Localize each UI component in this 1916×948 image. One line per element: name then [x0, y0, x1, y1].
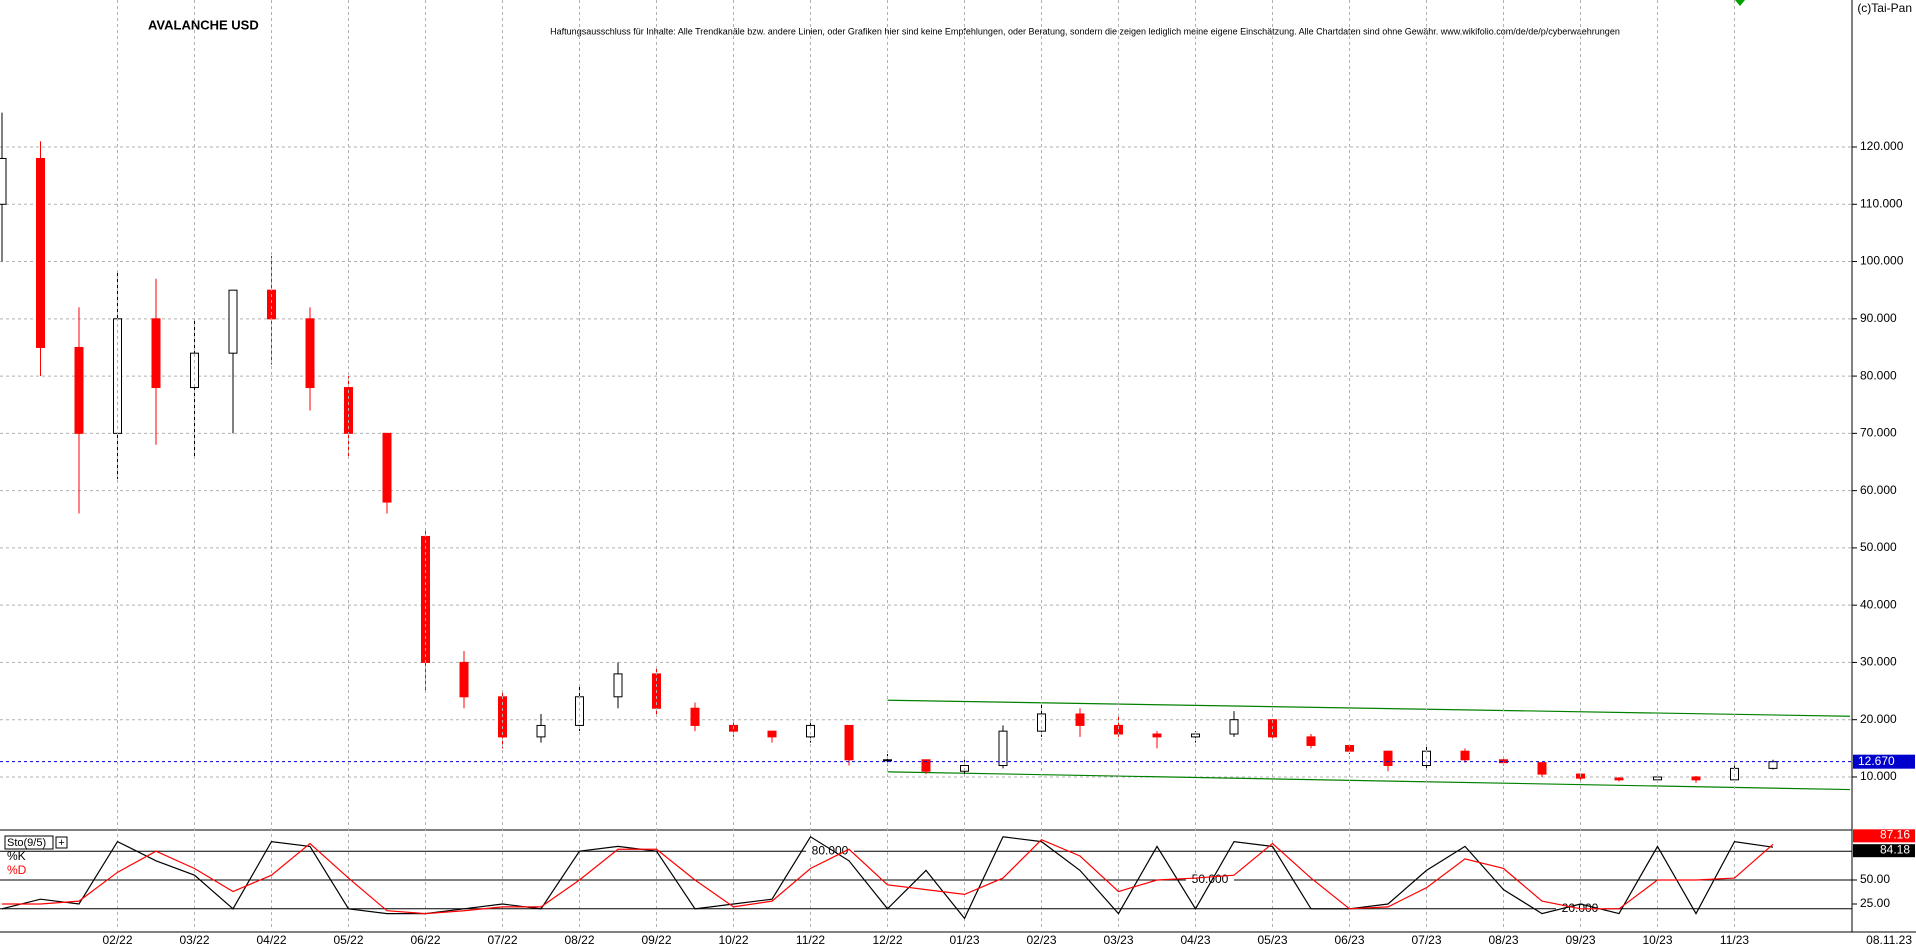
- y-tick-label: 110.000: [1860, 196, 1903, 210]
- expand-button[interactable]: [55, 836, 68, 849]
- stoch-line: [1, 835, 1774, 920]
- y-tick-label: 30.000: [1860, 655, 1897, 669]
- candle-body: [844, 724, 854, 761]
- level-label: 20.000: [1562, 901, 1599, 915]
- candle-body: [228, 289, 238, 354]
- x-tick-label: 07/23: [1411, 933, 1441, 947]
- x-tick-label: 10/22: [718, 933, 748, 947]
- candle-body: [690, 707, 700, 726]
- y-tick-label: 25.00: [1860, 896, 1890, 910]
- y-tick-label: 90.000: [1860, 311, 1897, 325]
- x-tick-label: 05/23: [1257, 933, 1287, 947]
- candle-body: [767, 730, 777, 738]
- level-label: 80.000: [812, 843, 849, 857]
- x-tick-label: 09/22: [641, 933, 671, 947]
- x-tick-label: 06/22: [410, 933, 440, 947]
- x-tick-label: 02/22: [102, 933, 132, 947]
- last-price-box: [1853, 754, 1915, 769]
- candle-body: [459, 661, 469, 698]
- last-price-label: 12.670: [1858, 754, 1895, 768]
- candle-body: [151, 318, 161, 389]
- y-tick-label: 100.000: [1860, 254, 1904, 268]
- level-label-bg: [1186, 874, 1234, 886]
- trend-line: [887, 771, 1851, 791]
- arrow-icon: [1735, 0, 1745, 6]
- candle-body: [1768, 761, 1778, 769]
- indicator-box: [4, 835, 54, 850]
- candle-body: [1306, 736, 1316, 746]
- x-tick-label: 01/23: [949, 933, 979, 947]
- candle-body: [806, 724, 815, 738]
- disclaimer: Haftungsausschluss für Inhalte: Alle Tre…: [550, 26, 1620, 36]
- candle-body: [1614, 777, 1624, 781]
- x-tick-label: 03/23: [1103, 933, 1133, 947]
- y-tick-label: 50.000: [1860, 540, 1897, 554]
- y-tick-label: 10.000: [1860, 769, 1897, 783]
- candle-body: [1152, 733, 1162, 738]
- candle-body: [1075, 713, 1085, 726]
- candle-body: [1460, 750, 1470, 761]
- x-tick-label: 02/23: [1026, 933, 1056, 947]
- candle-body: [1229, 719, 1239, 735]
- candle-body: [190, 352, 199, 389]
- x-tick-label: 06/23: [1334, 933, 1364, 947]
- last-value-label: 84.18: [1880, 842, 1910, 856]
- x-tick-label: 08/22: [564, 933, 594, 947]
- x-tick-label: 07/22: [487, 933, 517, 947]
- candle-body: [1383, 750, 1393, 767]
- x-tick-label: 09/23: [1565, 933, 1595, 947]
- last-value-box: [1853, 829, 1915, 843]
- expand-icon[interactable]: +: [58, 837, 64, 849]
- x-tick-label: 03/22: [179, 933, 209, 947]
- x-tick-label: 05/22: [333, 933, 363, 947]
- candle-body: [921, 759, 931, 772]
- y-tick-label: 80.000: [1860, 368, 1897, 382]
- level-label-bg: [806, 845, 854, 858]
- x-tick-label: 04/23: [1180, 933, 1210, 947]
- last-value-box: [1853, 844, 1915, 858]
- y-tick-label: 20.000: [1860, 712, 1897, 726]
- chart-title: AVALANCHE USD: [148, 17, 259, 32]
- level-label: 50.000: [1192, 872, 1229, 886]
- x-tick-label: 12/22: [872, 933, 902, 947]
- candle-body: [1691, 776, 1701, 781]
- x-tick-label: 11/23: [1720, 933, 1749, 947]
- candle-body: [1537, 762, 1547, 775]
- legend-label: %K: [7, 849, 26, 863]
- stoch-line: [2, 838, 1774, 915]
- y-tick-label: 50.00: [1860, 872, 1890, 886]
- candle-body: [536, 724, 546, 738]
- y-tick-label: 40.000: [1860, 597, 1897, 611]
- candle-body: [0, 157, 7, 205]
- x-tick-label: 08/23: [1488, 933, 1518, 947]
- indicator-title: Sto(9/5): [7, 837, 46, 849]
- y-tick-label: 120.000: [1860, 139, 1904, 153]
- last-value-label: 87.16: [1880, 827, 1910, 841]
- candle-body: [382, 432, 392, 503]
- x-tick-label: 04/22: [256, 933, 286, 947]
- candle-body: [998, 730, 1008, 767]
- candle-body: [36, 157, 45, 348]
- x-tick-label: 10/23: [1642, 933, 1672, 947]
- x-tick-label: 11/22: [796, 933, 825, 947]
- end-date-label: 08.11.23: [1866, 933, 1912, 947]
- candle-body: [74, 346, 84, 434]
- source: (c)Tai-Pan: [1857, 1, 1912, 15]
- candle-body: [305, 318, 315, 389]
- trend-line: [887, 699, 1851, 717]
- candle-body: [613, 673, 623, 698]
- candle-body: [883, 759, 892, 762]
- candle-body: [1653, 776, 1662, 781]
- y-tick-label: 70.000: [1860, 426, 1897, 440]
- y-tick-label: 60.000: [1860, 483, 1897, 497]
- legend-label: %D: [7, 863, 27, 877]
